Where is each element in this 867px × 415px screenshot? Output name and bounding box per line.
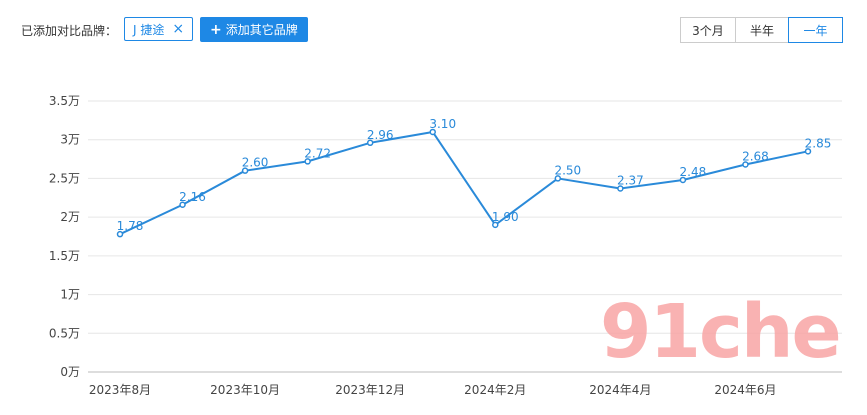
- brand-tag[interactable]: J 捷途 ×: [124, 17, 194, 41]
- data-point: [179, 201, 186, 209]
- data-label: 2.16: [179, 190, 206, 204]
- data-point: [241, 167, 249, 174]
- data-label: 2.68: [742, 149, 769, 163]
- x-tick-label: 2023年8月: [89, 383, 151, 397]
- y-tick-label: 2.5万: [49, 171, 80, 185]
- add-other-brand-button[interactable]: + 添加其它品牌: [200, 17, 308, 42]
- range-half-year-label: 半年: [749, 23, 774, 38]
- data-point: [116, 230, 124, 238]
- added-brands-label: 已添加对比品牌：: [21, 24, 118, 38]
- data-point: [429, 128, 436, 136]
- data-point: [304, 158, 311, 165]
- data-label: 2.96: [367, 128, 394, 142]
- time-range-group: 3个月 半年 一年: [680, 17, 843, 43]
- range-half-year-button[interactable]: 半年: [735, 17, 789, 43]
- data-point: [804, 148, 812, 155]
- data-label: 2.85: [805, 136, 832, 150]
- x-tick-label: 2023年12月: [335, 383, 405, 397]
- data-label: 2.48: [680, 165, 707, 179]
- x-tick-label: 2023年10月: [210, 383, 280, 397]
- toolbar: 已添加对比品牌： J 捷途 × + 添加其它品牌 3个月 半年 一年: [0, 0, 867, 60]
- y-tick-label: 3.5万: [49, 94, 80, 108]
- data-label: 2.37: [617, 173, 644, 187]
- x-tick-label: 2024年2月: [464, 383, 526, 397]
- x-tick-label: 2024年6月: [714, 383, 776, 397]
- x-tick-label: 2024年4月: [589, 383, 651, 397]
- range-3-months-label: 3个月: [692, 23, 724, 38]
- range-one-year-label: 一年: [803, 23, 828, 38]
- series-line: [119, 130, 809, 236]
- data-label: 2.60: [242, 156, 269, 170]
- close-icon[interactable]: ×: [172, 21, 185, 37]
- y-tick-label: 1万: [60, 288, 80, 302]
- data-point: [366, 139, 374, 147]
- y-tick-label: 1.5万: [49, 249, 80, 263]
- data-label: 3.10: [429, 117, 456, 131]
- data-label: 2.50: [554, 163, 581, 177]
- range-one-year-button[interactable]: 一年: [788, 17, 843, 43]
- add-other-brand-label: 添加其它品牌: [225, 23, 298, 37]
- data-point: [617, 185, 624, 192]
- y-tick-label: 3万: [60, 133, 80, 147]
- y-tick-label: 0万: [60, 365, 80, 379]
- data-point: [742, 161, 749, 168]
- data-label: 1.78: [117, 219, 144, 233]
- watermark-logo: 91che: [600, 289, 842, 375]
- y-tick-label: 2万: [60, 210, 80, 224]
- brand-tag-label: J 捷途: [133, 22, 165, 37]
- data-label: 1.90: [492, 210, 519, 224]
- data-point: [492, 221, 499, 229]
- y-tick-label: 0.5万: [49, 326, 80, 340]
- data-point: [554, 175, 562, 182]
- data-point: [679, 176, 687, 184]
- data-label: 2.72: [304, 146, 331, 160]
- plus-icon: +: [210, 21, 222, 38]
